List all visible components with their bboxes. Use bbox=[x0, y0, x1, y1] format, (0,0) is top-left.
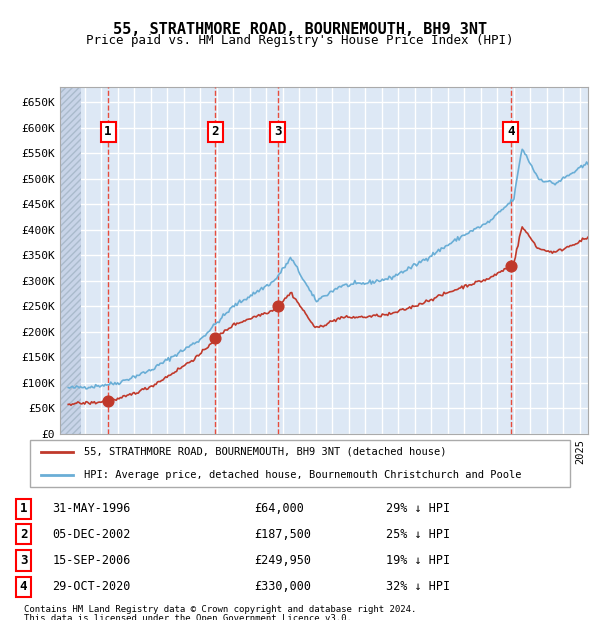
Text: 31-MAY-1996: 31-MAY-1996 bbox=[52, 502, 131, 515]
Point bbox=[506, 260, 516, 270]
Text: Price paid vs. HM Land Registry's House Price Index (HPI): Price paid vs. HM Land Registry's House … bbox=[86, 34, 514, 47]
FancyBboxPatch shape bbox=[30, 440, 570, 487]
Text: 4: 4 bbox=[507, 125, 515, 138]
Text: 55, STRATHMORE ROAD, BOURNEMOUTH, BH9 3NT: 55, STRATHMORE ROAD, BOURNEMOUTH, BH9 3N… bbox=[113, 22, 487, 37]
Text: 19% ↓ HPI: 19% ↓ HPI bbox=[386, 554, 451, 567]
Text: 2: 2 bbox=[20, 528, 27, 541]
Text: 25% ↓ HPI: 25% ↓ HPI bbox=[386, 528, 451, 541]
Text: £187,500: £187,500 bbox=[254, 528, 311, 541]
Bar bbox=[60, 87, 82, 434]
Text: 1: 1 bbox=[104, 125, 112, 138]
Text: 3: 3 bbox=[20, 554, 27, 567]
Text: £330,000: £330,000 bbox=[254, 580, 311, 593]
Text: HPI: Average price, detached house, Bournemouth Christchurch and Poole: HPI: Average price, detached house, Bour… bbox=[84, 470, 521, 480]
Text: 3: 3 bbox=[274, 125, 282, 138]
Text: 29% ↓ HPI: 29% ↓ HPI bbox=[386, 502, 451, 515]
Text: 15-SEP-2006: 15-SEP-2006 bbox=[52, 554, 131, 567]
Text: 32% ↓ HPI: 32% ↓ HPI bbox=[386, 580, 451, 593]
Text: £64,000: £64,000 bbox=[254, 502, 304, 515]
Text: £249,950: £249,950 bbox=[254, 554, 311, 567]
Point bbox=[103, 396, 113, 406]
Text: This data is licensed under the Open Government Licence v3.0.: This data is licensed under the Open Gov… bbox=[24, 614, 352, 620]
Text: 4: 4 bbox=[20, 580, 27, 593]
Text: 29-OCT-2020: 29-OCT-2020 bbox=[52, 580, 131, 593]
Text: 2: 2 bbox=[212, 125, 219, 138]
Text: 1: 1 bbox=[20, 502, 27, 515]
Text: Contains HM Land Registry data © Crown copyright and database right 2024.: Contains HM Land Registry data © Crown c… bbox=[24, 604, 416, 614]
Text: 05-DEC-2002: 05-DEC-2002 bbox=[52, 528, 131, 541]
Text: 55, STRATHMORE ROAD, BOURNEMOUTH, BH9 3NT (detached house): 55, STRATHMORE ROAD, BOURNEMOUTH, BH9 3N… bbox=[84, 447, 446, 457]
Point bbox=[273, 301, 283, 311]
Point bbox=[211, 334, 220, 343]
